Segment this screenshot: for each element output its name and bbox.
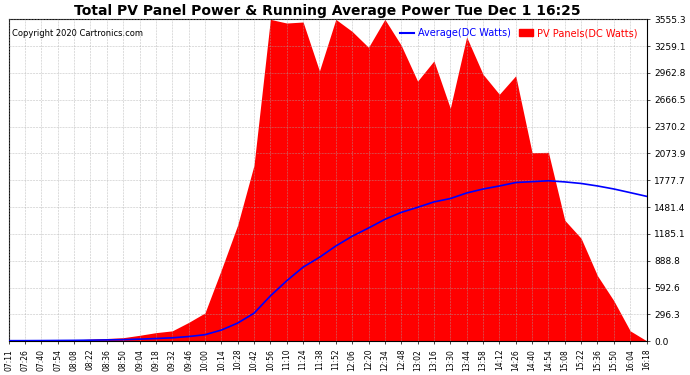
Text: Copyright 2020 Cartronics.com: Copyright 2020 Cartronics.com bbox=[12, 29, 143, 38]
Title: Total PV Panel Power & Running Average Power Tue Dec 1 16:25: Total PV Panel Power & Running Average P… bbox=[75, 4, 581, 18]
Legend: Average(DC Watts), PV Panels(DC Watts): Average(DC Watts), PV Panels(DC Watts) bbox=[396, 24, 642, 42]
